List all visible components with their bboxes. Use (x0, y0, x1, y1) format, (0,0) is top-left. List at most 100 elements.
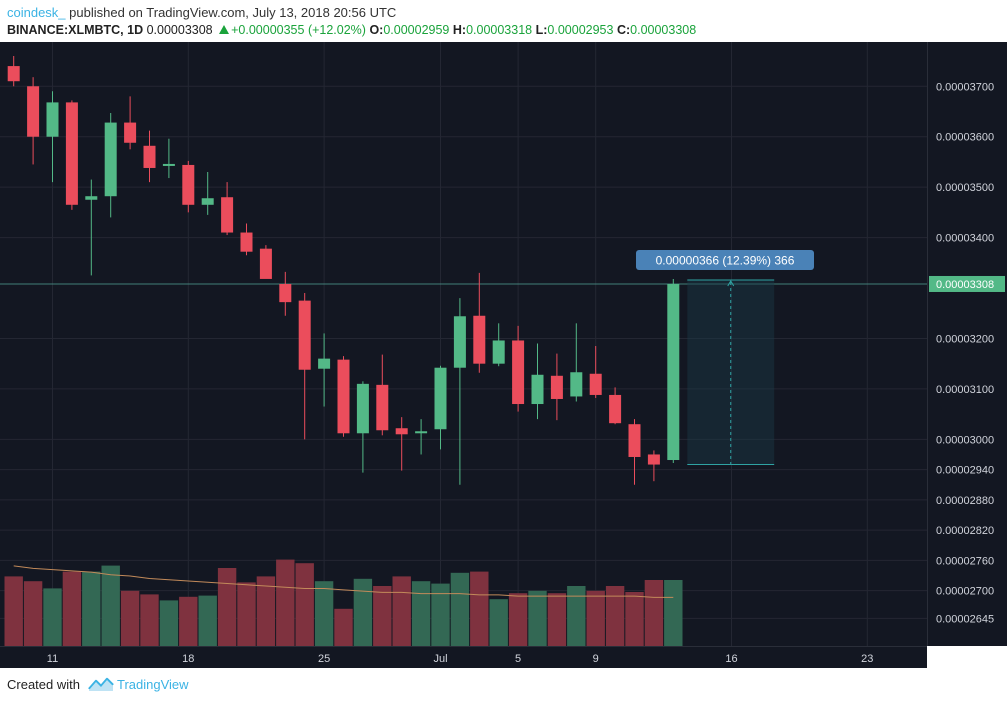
x-tick-label: 18 (182, 653, 194, 665)
volume-bar (101, 565, 120, 646)
volume-bar (528, 590, 547, 646)
volume-bar (489, 599, 508, 646)
x-tick-label: 25 (318, 653, 330, 665)
candle-body (492, 340, 505, 364)
open-value: 0.00002959 (383, 23, 450, 37)
volume-bar (605, 586, 625, 646)
candle-body (143, 145, 156, 168)
volume-bar (62, 571, 82, 646)
volume-bar (159, 600, 179, 646)
y-tick-label: 0.00003000 (936, 434, 994, 446)
created-with-text: Created with (7, 677, 80, 692)
volume-bar (508, 593, 528, 646)
candle-body (667, 283, 680, 461)
chart-header: coindesk_ published on TradingView.com, … (0, 0, 1007, 42)
volume-bar (256, 576, 276, 646)
candle-body (182, 164, 195, 205)
candle-body (7, 66, 20, 82)
candlestick-chart[interactable]: 0.00003700 0.00003600 0.00003500 0.00003400… (0, 42, 1007, 668)
volume-bar (411, 581, 431, 646)
y-tick-label: 0.00003100 (936, 384, 994, 396)
candle-body (162, 163, 175, 166)
volume-bar (644, 580, 664, 646)
x-tick-label: 11 (47, 653, 58, 665)
low-value: 0.00002953 (547, 23, 614, 37)
x-tick-label: Jul (433, 653, 447, 665)
candle-body (298, 300, 311, 370)
volume-ma-line (13, 565, 674, 598)
volume-bar (4, 576, 23, 646)
volume-bar (43, 588, 62, 646)
volume-bar (23, 581, 43, 646)
author-link[interactable]: coindesk_ (7, 5, 66, 20)
candle-body (434, 367, 447, 430)
volume-bar (625, 592, 644, 646)
candle-body (512, 340, 525, 405)
candle-body (240, 232, 253, 252)
high-value: 0.00003318 (466, 23, 533, 37)
volume-bar (373, 586, 392, 646)
volume-bar (567, 586, 586, 646)
candle-body (201, 198, 214, 205)
volume-bar (140, 594, 159, 646)
measure-label: 0.00000366 (12.39%) 366 (656, 253, 795, 267)
y-tick-label: 0.00003600 (936, 132, 994, 144)
last-price-value: 0.00003308 (146, 23, 213, 37)
y-tick-label: 0.00003500 (936, 182, 994, 194)
candle-body (337, 359, 350, 434)
volume-bar (431, 583, 450, 646)
volume-bar (179, 596, 198, 646)
volume-bar (664, 580, 683, 646)
price-axis-background (927, 42, 1007, 646)
candle-body (415, 431, 428, 434)
volume-bar (450, 572, 470, 646)
volume-bar (470, 571, 489, 646)
x-tick-label: 23 (861, 653, 873, 665)
y-tick-label: 0.00003700 (936, 81, 994, 93)
last-price-tag-label: 0.00003308 (936, 279, 994, 291)
candle-body (221, 197, 234, 233)
volume-bar (334, 608, 353, 646)
candle-body (318, 358, 331, 369)
candle-body (570, 372, 583, 397)
y-tick-label: 0.00002940 (936, 465, 994, 477)
volume-bar (276, 559, 295, 646)
candle-body (550, 375, 563, 399)
measure-arrow-head-icon (727, 279, 735, 287)
candle-body (279, 283, 292, 303)
tradingview-brand-link[interactable]: TradingView (117, 677, 189, 692)
candle-body (259, 248, 272, 279)
candle-body (65, 102, 78, 205)
y-tick-label: 0.00002645 (936, 613, 994, 625)
volume-bar (586, 590, 605, 646)
y-tick-label: 0.00003200 (936, 333, 994, 345)
volume-bar (353, 578, 373, 646)
volume-bar (120, 590, 140, 646)
candle-body (85, 196, 98, 200)
y-tick-label: 0.00002760 (936, 555, 994, 567)
candle-body (395, 428, 408, 435)
last-price-tag (929, 275, 1005, 292)
open-label: O: (369, 23, 384, 37)
ohlc-line: BINANCE:XLMBTC, 1D 0.00003308 +0.0000035… (7, 23, 696, 37)
candle-body (473, 315, 486, 364)
time-axis-background (0, 646, 927, 668)
volume-bar (392, 576, 411, 646)
volume-bar (314, 581, 334, 646)
candle-body (589, 373, 602, 395)
candle-body (453, 316, 466, 368)
close-value: 0.00003308 (630, 23, 697, 37)
volume-bar (82, 571, 101, 646)
volume-bar (217, 568, 237, 646)
x-tick-label: 5 (515, 653, 521, 665)
x-tick-label: 16 (725, 653, 737, 665)
candle-body (356, 383, 369, 434)
candle-body (124, 122, 137, 143)
up-triangle-icon (219, 25, 230, 34)
volume-bar (547, 593, 567, 646)
candle-body (104, 122, 117, 197)
volume-bar (198, 595, 217, 646)
y-tick-label: 0.00002700 (936, 586, 994, 598)
x-tick-label: 9 (593, 653, 599, 665)
tradingview-logo-icon (88, 677, 114, 691)
